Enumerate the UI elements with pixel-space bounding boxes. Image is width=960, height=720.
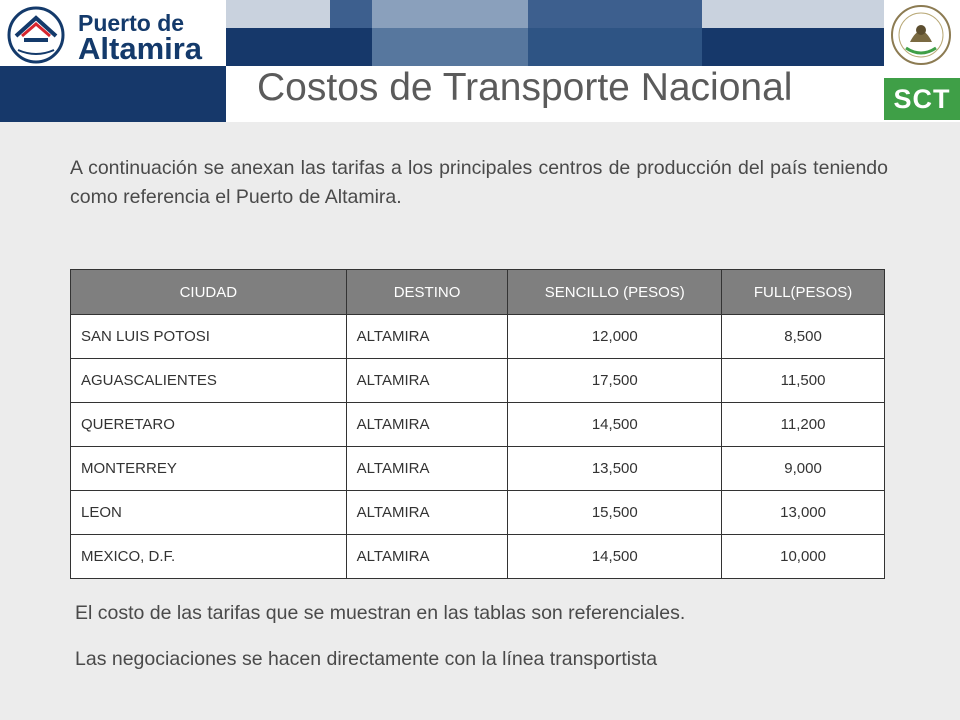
cell-full-price: 11,200 <box>721 402 885 447</box>
cell-full-price: 11,500 <box>721 358 885 403</box>
rates-table: CIUDAD DESTINO SENCILLO (PESOS) FULL(PES… <box>70 269 885 579</box>
cell-single-price: 14,500 <box>507 534 723 579</box>
table-row: MONTERREY ALTAMIRA 13,500 9,000 <box>70 446 885 491</box>
cell-city: MONTERREY <box>70 446 347 491</box>
cell-city: LEON <box>70 490 347 535</box>
cell-full-price: 10,000 <box>721 534 885 579</box>
cell-city: AGUASCALIENTES <box>70 358 347 403</box>
cell-destination: ALTAMIRA <box>345 490 509 535</box>
cell-single-price: 15,500 <box>507 490 723 535</box>
table-row: MEXICO, D.F. ALTAMIRA 14,500 10,000 <box>70 534 885 579</box>
header-square <box>372 0 528 28</box>
header-square <box>702 0 884 28</box>
page-title: Costos de Transporte Nacional <box>257 66 793 109</box>
cell-destination: ALTAMIRA <box>345 402 509 447</box>
cell-destination: ALTAMIRA <box>345 358 509 403</box>
cell-full-price: 9,000 <box>721 446 885 491</box>
table-row: SAN LUIS POTOSI ALTAMIRA 12,000 8,500 <box>70 314 885 359</box>
slide-header: Puerto de Altamira Costos de Transporte … <box>0 0 960 122</box>
cell-city: MEXICO, D.F. <box>70 534 347 579</box>
national-seal-icon <box>891 5 951 65</box>
cell-single-price: 14,500 <box>507 402 723 447</box>
table-header-row: CIUDAD DESTINO SENCILLO (PESOS) FULL(PES… <box>70 269 885 315</box>
cell-single-price: 17,500 <box>507 358 723 403</box>
cell-destination: ALTAMIRA <box>345 446 509 491</box>
header-square <box>528 28 702 66</box>
table-row: AGUASCALIENTES ALTAMIRA 17,500 11,500 <box>70 358 885 403</box>
column-header-full: FULL(PESOS) <box>721 269 885 315</box>
mexico-seal <box>884 0 960 70</box>
header-square <box>372 28 528 66</box>
sct-logo: SCT <box>884 78 960 120</box>
cell-city: SAN LUIS POTOSI <box>70 314 347 359</box>
header-square <box>528 0 702 28</box>
header-band <box>0 66 226 122</box>
header-square <box>226 28 330 66</box>
header-square <box>330 0 372 28</box>
logo-text-line1: Puerto de <box>78 10 185 36</box>
cell-full-price: 8,500 <box>721 314 885 359</box>
port-emblem-icon <box>7 6 65 64</box>
puerto-altamira-logo: Puerto de Altamira <box>0 0 226 66</box>
cell-single-price: 13,500 <box>507 446 723 491</box>
intro-paragraph: A continuación se anexan las tarifas a l… <box>70 157 888 208</box>
table-row: QUERETARO ALTAMIRA 14,500 11,200 <box>70 402 885 447</box>
disclaimer-note: El costo de las tarifas que se muestran … <box>75 602 686 624</box>
cell-destination: ALTAMIRA <box>345 534 509 579</box>
cell-destination: ALTAMIRA <box>345 314 509 359</box>
header-square <box>226 0 330 28</box>
table-row: LEON ALTAMIRA 15,500 13,000 <box>70 490 885 535</box>
column-header-destination: DESTINO <box>345 269 509 315</box>
negotiation-note: Las negociaciones se hacen directamente … <box>75 648 658 670</box>
cell-city: QUERETARO <box>70 402 347 447</box>
cell-single-price: 12,000 <box>507 314 723 359</box>
header-square <box>702 28 884 66</box>
logo-text-line2: Altamira <box>78 31 203 66</box>
cell-full-price: 13,000 <box>721 490 885 535</box>
column-header-single: SENCILLO (PESOS) <box>507 269 723 315</box>
column-header-city: CIUDAD <box>70 269 347 315</box>
header-square <box>330 28 372 66</box>
